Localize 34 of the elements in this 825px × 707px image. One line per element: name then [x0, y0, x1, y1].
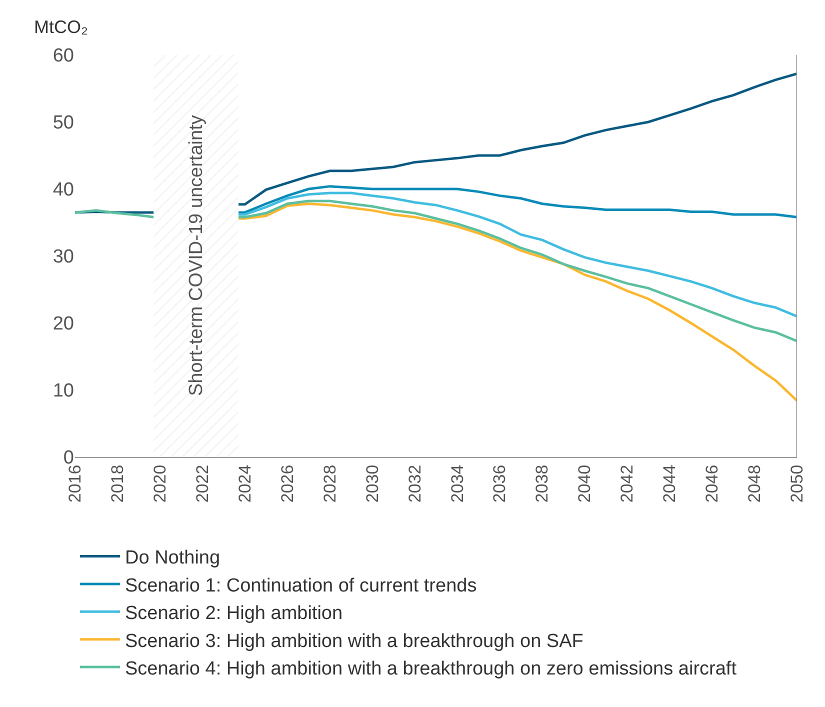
legend-label: Do Nothing [125, 548, 220, 569]
line-series [237, 185, 797, 218]
x-tick-label: 2038 [532, 464, 552, 503]
x-tick-label: 2044 [660, 464, 680, 503]
legend-label: Scenario 2: High ambition [125, 603, 343, 624]
x-tick-label: 2030 [362, 464, 382, 503]
y-tick-label: 30 [52, 246, 74, 268]
x-tick-label: 2026 [278, 464, 297, 503]
x-tick-label: 2040 [575, 464, 594, 503]
x-tick-label: 2042 [618, 464, 637, 503]
x-tick-label: 2024 [235, 464, 254, 503]
x-tick-label: 2050 [788, 464, 807, 503]
x-tick-label: 2018 [108, 464, 127, 503]
x-tick-label: 2016 [66, 464, 85, 503]
y-tick-label: 40 [52, 180, 74, 201]
y-tick-label: 20 [52, 314, 74, 335]
x-tick-label: 2034 [448, 464, 467, 503]
x-tick-label: 2048 [745, 464, 764, 503]
legend-label: Scenario 3: High ambition with a breakthrough on SAF [125, 630, 584, 652]
legend-label: Scenario 4: High ambition with a breakthrough on zero emissions aircraft [125, 658, 738, 680]
y-tick-label: 50 [52, 112, 74, 134]
band-label: Short-term COVID-19 uncertainty [186, 114, 208, 396]
line-series [237, 192, 797, 318]
x-tick-label: 2046 [702, 464, 722, 503]
y-tick-label: 60 [52, 46, 74, 67]
x-tick-label: 2032 [405, 464, 424, 503]
x-tick-label: 2036 [490, 464, 510, 503]
legend-label: Scenario 1: Continuation of current trends [125, 575, 477, 596]
y-axis-title: MtCO₂ [34, 17, 88, 37]
x-tick-label: 2020 [150, 464, 170, 503]
x-tick-label: 2028 [320, 464, 340, 503]
x-tick-label: 2022 [192, 464, 212, 503]
line-series [237, 202, 797, 402]
y-tick-label: 10 [52, 380, 74, 402]
